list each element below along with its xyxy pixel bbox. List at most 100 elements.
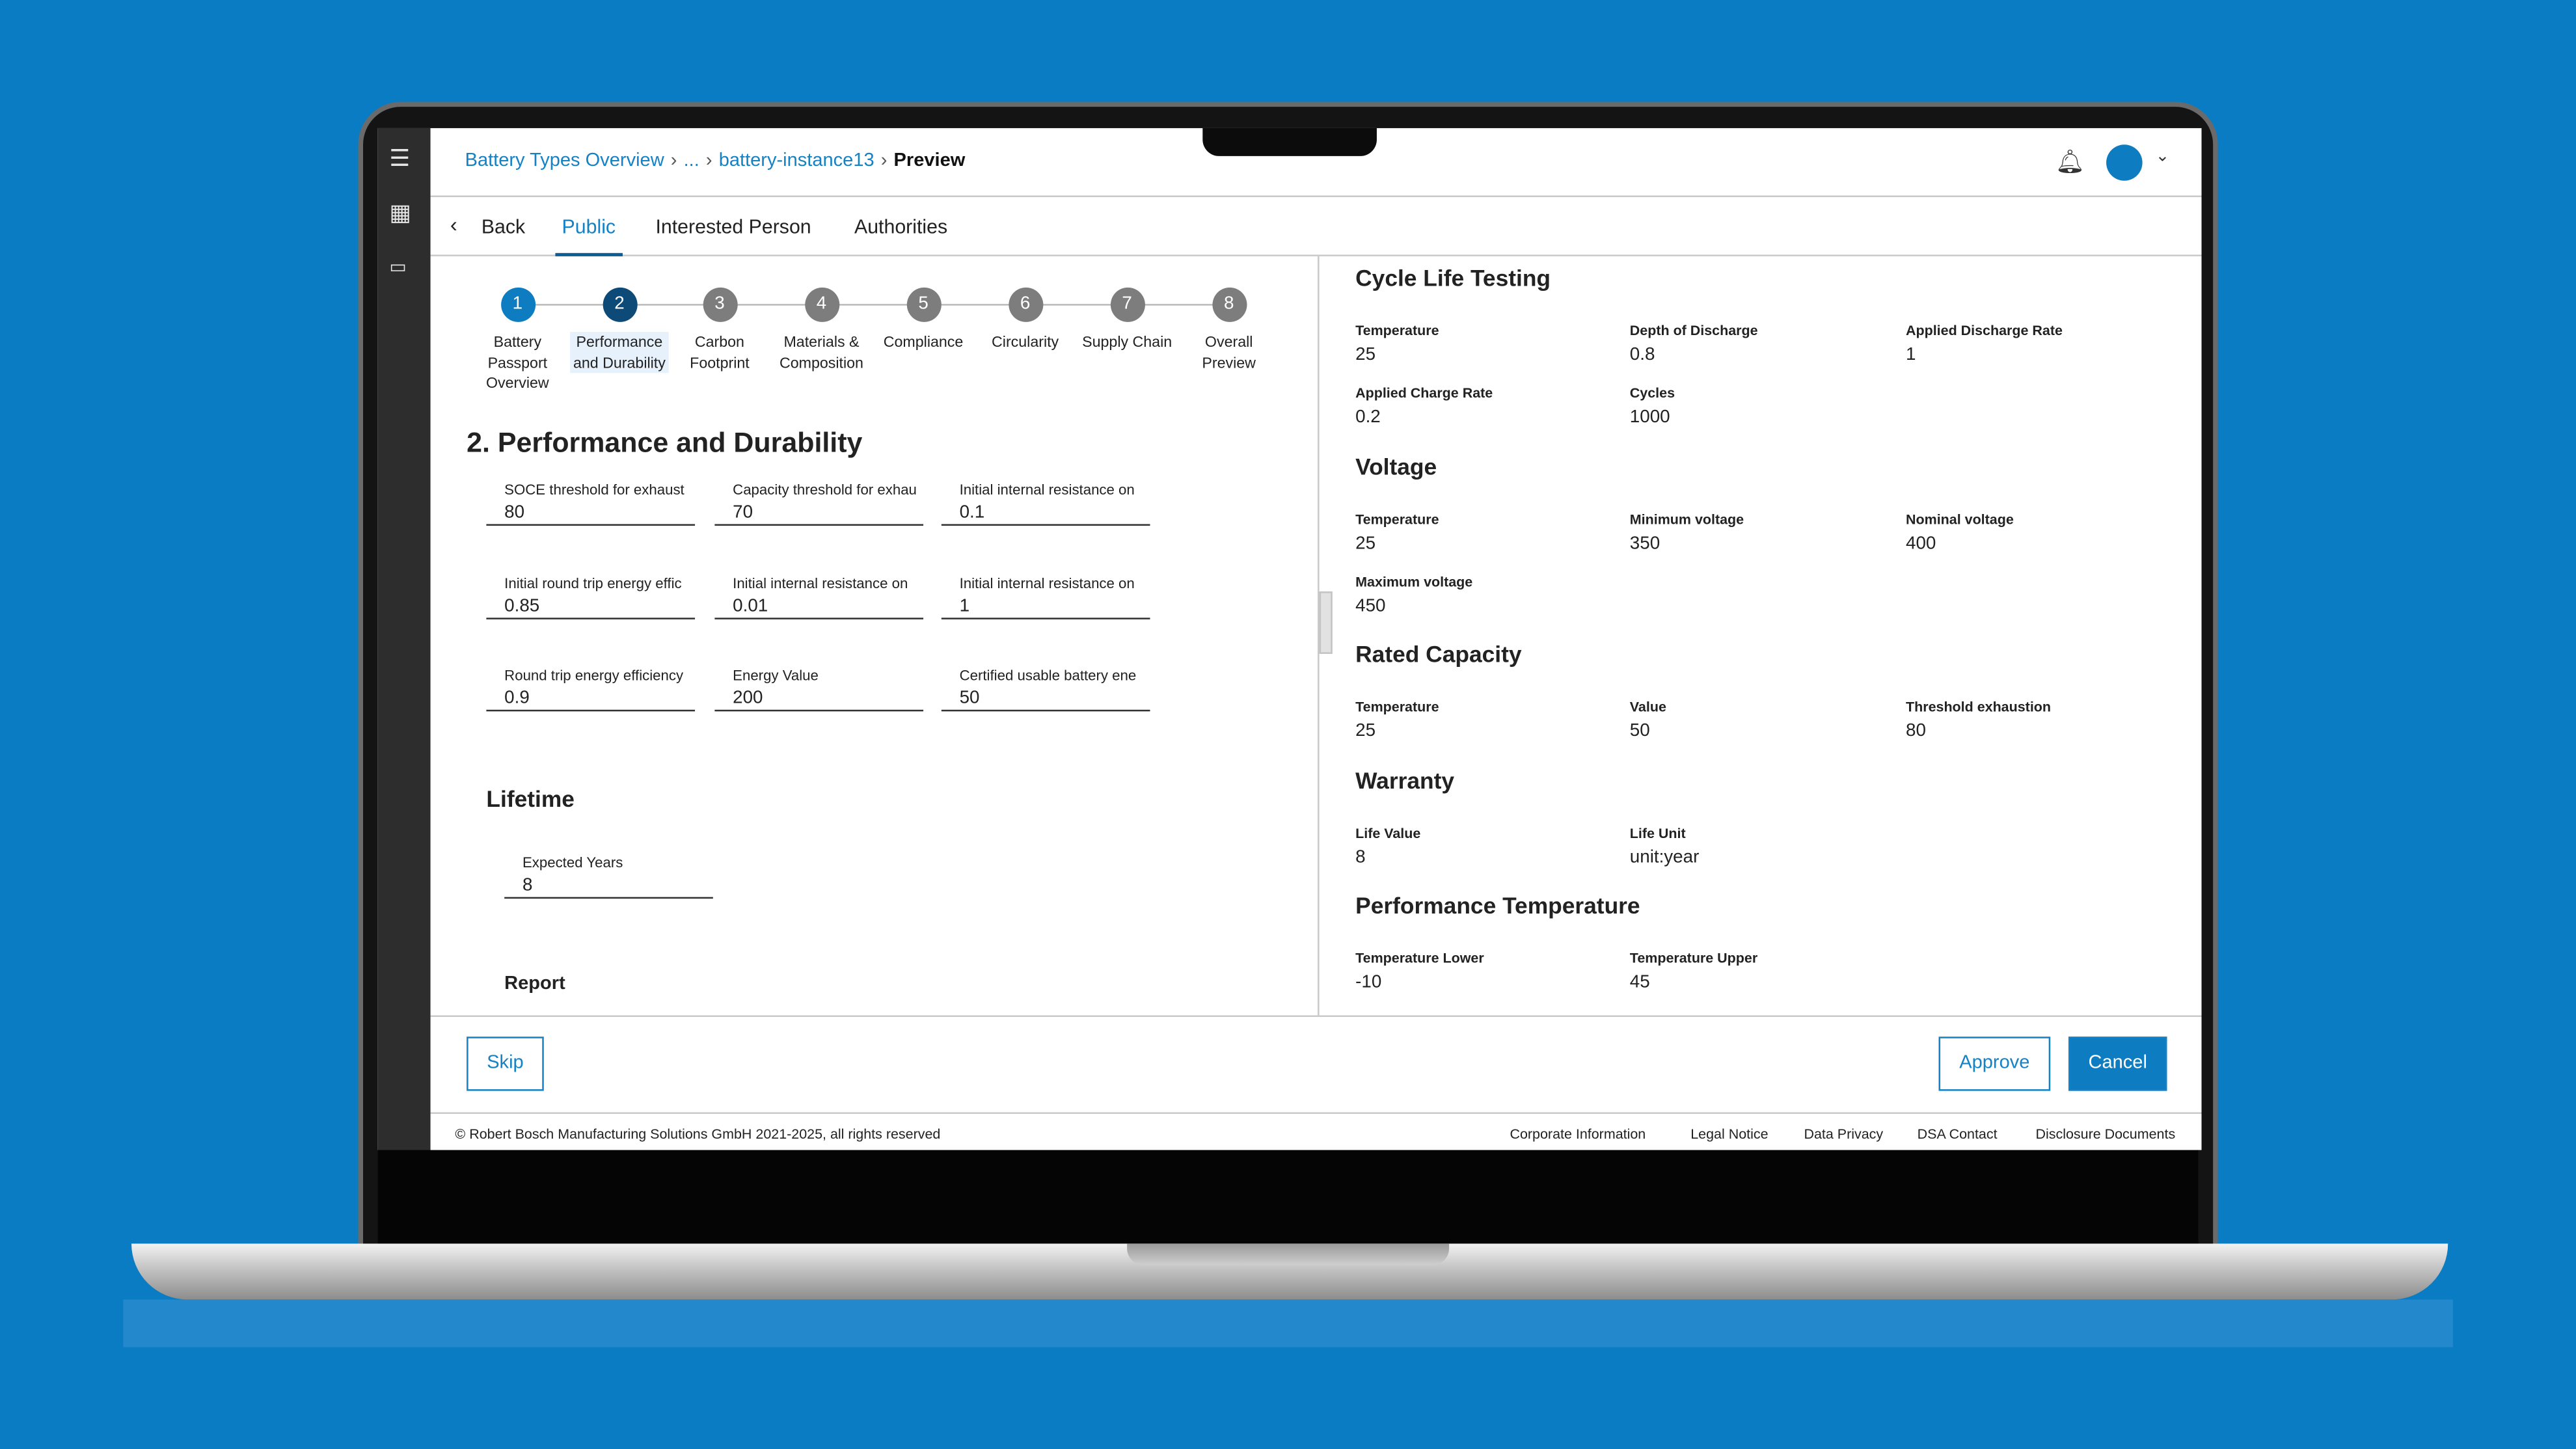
menu-icon[interactable]: ☰ <box>389 144 411 171</box>
footer-link[interactable]: Data Privacy <box>1804 1125 1884 1142</box>
field-label: Expected Years <box>522 854 623 871</box>
section-heading: Cycle Life Testing <box>1355 264 1551 291</box>
form-field[interactable]: Round trip energy efficiency 0.9 <box>486 667 696 712</box>
form-field[interactable]: Initial internal resistance on 1 <box>941 575 1150 619</box>
section-heading: Warranty <box>1355 767 1455 794</box>
field-label: Capacity threshold for exhau <box>733 481 917 498</box>
info-field: Temperature 25 <box>1355 322 1618 365</box>
skip-button[interactable]: Skip <box>467 1036 544 1091</box>
step-circle: 2 <box>602 287 637 322</box>
field-value: 450 <box>1355 596 1386 616</box>
field-value: 25 <box>1355 721 1376 741</box>
step-6[interactable]: 6 Circularity <box>976 287 1075 353</box>
step-label: Circularity <box>992 333 1059 350</box>
field-label: Applied Discharge Rate <box>1906 321 2063 339</box>
field-label: Initial internal resistance on <box>733 575 908 592</box>
field-label: Life Unit <box>1629 824 1686 841</box>
step-circle: 4 <box>804 287 839 322</box>
step-2[interactable]: 2 Performance and Durability <box>570 287 669 373</box>
form-field[interactable]: Energy Value 200 <box>714 667 924 712</box>
step-4[interactable]: 4 Materials & Composition <box>772 287 871 373</box>
field-label: Initial internal resistance on <box>959 481 1135 498</box>
info-field: Temperature 25 <box>1355 698 1618 741</box>
field-value: 50 <box>959 688 980 709</box>
tab-bar: ‹ Back Public Interested Person Authorit… <box>430 199 2202 256</box>
field-label: Temperature Lower <box>1355 949 1484 966</box>
field-value: 50 <box>1629 721 1650 741</box>
divider <box>430 1112 2202 1114</box>
info-field: Minimum voltage 350 <box>1630 511 1893 554</box>
form-field[interactable]: Initial round trip energy effic 0.85 <box>486 575 696 619</box>
step-label: Supply Chain <box>1082 333 1173 350</box>
expected-years-field[interactable]: Expected Years 8 <box>504 854 713 899</box>
info-field: Nominal voltage 400 <box>1906 511 2169 554</box>
camera-notch <box>1202 128 1377 156</box>
form-field[interactable]: Capacity threshold for exhau 70 <box>714 481 924 526</box>
info-field: Depth of Discharge 0.8 <box>1630 322 1893 365</box>
breadcrumb-battery-types[interactable]: Battery Types Overview <box>465 151 664 171</box>
footer-link[interactable]: Disclosure Documents <box>2035 1125 2176 1142</box>
breadcrumb-current: Preview <box>893 151 966 171</box>
field-label: Certified usable battery ene <box>959 667 1137 684</box>
avatar[interactable] <box>2106 144 2143 181</box>
info-field: Value 50 <box>1630 698 1893 741</box>
form-field[interactable]: Initial internal resistance on 0.01 <box>714 575 924 619</box>
info-field: Life Value 8 <box>1355 825 1618 868</box>
step-label: Battery Passport Overview <box>486 333 549 391</box>
field-label: Temperature <box>1355 321 1439 339</box>
approve-button[interactable]: Approve <box>1938 1036 2051 1091</box>
breadcrumb-ellipsis[interactable]: ... <box>683 151 699 171</box>
step-7[interactable]: 7 Supply Chain <box>1078 287 1176 353</box>
form-field[interactable]: SOCE threshold for exhaust 80 <box>486 481 696 526</box>
tab-public[interactable]: Public <box>555 215 622 256</box>
step-8[interactable]: 8 Overall Preview <box>1180 287 1279 373</box>
field-value: 1000 <box>1629 407 1670 427</box>
form-field[interactable]: Initial internal resistance on 0.1 <box>941 481 1150 526</box>
panel-divider <box>1318 256 1320 1016</box>
breadcrumb: Battery Types Overview ›... › battery-insta… <box>465 151 966 170</box>
lifetime-heading: Lifetime <box>486 785 575 812</box>
battery-icon[interactable]: ▭ <box>389 258 407 278</box>
footer-link[interactable]: Legal Notice <box>1690 1125 1769 1142</box>
bell-icon[interactable]: 🔔︎ <box>2055 148 2085 174</box>
app-window: ☰ ▦ ▭ Battery Types Overview ›... › battery… <box>377 128 2202 1150</box>
step-1[interactable]: 1 Battery Passport Overview <box>468 287 567 394</box>
cancel-button[interactable]: Cancel <box>2068 1036 2167 1091</box>
field-value: -10 <box>1355 972 1382 993</box>
breadcrumb-instance[interactable]: battery-instance13 <box>718 151 874 171</box>
step-label: Materials & Composition <box>779 333 863 371</box>
field-label: Life Value <box>1355 824 1421 841</box>
footer-link[interactable]: Corporate Information <box>1510 1125 1646 1142</box>
step-circle: 5 <box>906 287 941 322</box>
field-label: Value <box>1629 698 1666 715</box>
info-field: Maximum voltage 450 <box>1355 573 1618 616</box>
step-3[interactable]: 3 Carbon Footprint <box>670 287 769 373</box>
resize-handle[interactable] <box>1319 591 1333 654</box>
field-value: 350 <box>1629 534 1661 554</box>
field-label: Cycles <box>1629 384 1675 401</box>
field-label: Temperature <box>1355 511 1439 528</box>
report-heading: Report <box>504 974 565 994</box>
section-heading: Rated Capacity <box>1355 640 1522 668</box>
chevron-down-icon[interactable]: ⌄ <box>2155 148 2169 167</box>
field-value: 25 <box>1355 345 1376 365</box>
footer-link[interactable]: DSA Contact <box>1917 1125 1998 1142</box>
tab-authorities[interactable]: Authorities <box>854 215 948 239</box>
back-button[interactable]: Back <box>481 215 526 239</box>
chevron-right-icon: › <box>880 151 888 171</box>
chevron-left-icon[interactable]: ‹ <box>450 211 457 237</box>
field-value: 80 <box>504 502 525 522</box>
step-5[interactable]: 5 Compliance <box>874 287 973 353</box>
step-label: Compliance <box>883 333 964 350</box>
info-field: Threshold exhaustion 80 <box>1906 698 2169 741</box>
tab-interested-person[interactable]: Interested Person <box>655 215 811 239</box>
apps-grid-icon[interactable]: ▦ <box>389 198 411 225</box>
field-value: 0.01 <box>733 596 768 616</box>
field-label: Initial internal resistance on <box>959 575 1135 592</box>
info-field: Temperature Upper 45 <box>1630 949 1893 992</box>
field-value: 0.9 <box>504 688 530 709</box>
info-field: Cycles 1000 <box>1630 385 1893 427</box>
field-value: 0.85 <box>504 596 540 616</box>
field-value: 80 <box>1906 721 1926 741</box>
form-field[interactable]: Certified usable battery ene 50 <box>941 667 1150 712</box>
